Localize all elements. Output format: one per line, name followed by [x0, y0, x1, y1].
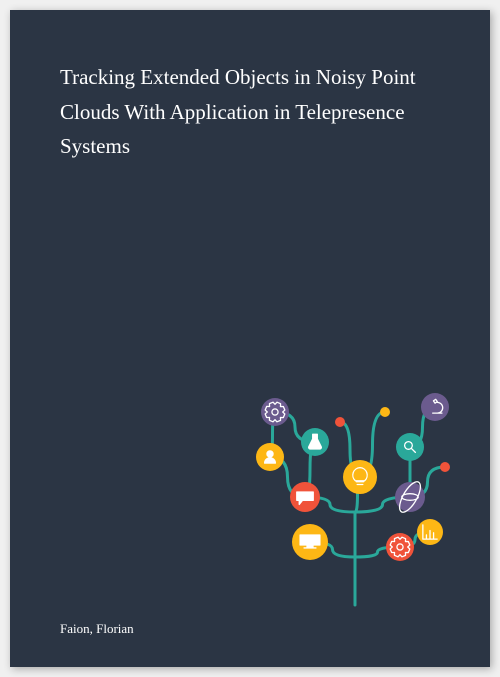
- book-author: Faion, Florian: [60, 621, 134, 637]
- book-cover: Tracking Extended Objects in Noisy Point…: [10, 10, 490, 667]
- tree-infographic: [210, 347, 470, 607]
- book-title: Tracking Extended Objects in Noisy Point…: [60, 60, 430, 164]
